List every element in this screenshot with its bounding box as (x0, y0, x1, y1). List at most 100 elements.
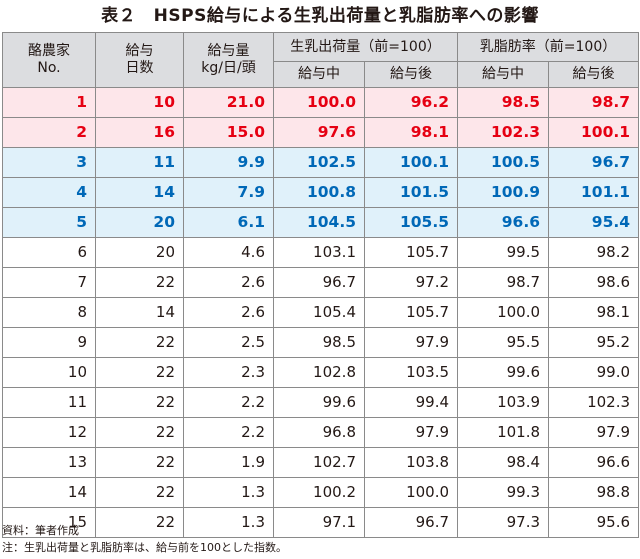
cell-amount: 2.6 (183, 267, 274, 298)
cell-no: 2 (2, 117, 96, 148)
cell-fat-after: 98.8 (548, 477, 640, 508)
cell-milk-during: 98.5 (273, 327, 365, 358)
cell-fat-during: 100.9 (457, 177, 550, 208)
header-feed-days-label: 給与 日数 (125, 43, 154, 76)
cell-amount: 2.5 (183, 327, 274, 358)
cell-milk-after: 105.7 (363, 297, 459, 328)
cell-fat-during: 99.3 (457, 477, 550, 508)
cell-amount: 1.9 (183, 447, 274, 478)
cell-fat-during: 96.6 (457, 207, 550, 238)
cell-milk-during: 100.0 (273, 87, 365, 118)
cell-amount: 2.2 (183, 417, 274, 448)
cell-milk-after: 101.5 (363, 177, 459, 208)
cell-fat-during: 100.0 (457, 297, 550, 328)
cell-amount: 9.9 (183, 147, 274, 178)
cell-amount: 2.2 (183, 387, 274, 418)
cell-fat-after: 98.6 (548, 267, 640, 298)
cell-fat-during: 95.5 (457, 327, 550, 358)
cell-fat-during: 102.3 (457, 117, 550, 148)
header-feed-amount-label: 給与量 kg/日/頭 (201, 43, 256, 76)
cell-no: 4 (2, 177, 96, 208)
cell-days: 22 (95, 477, 184, 508)
cell-milk-after: 97.2 (363, 267, 459, 298)
cell-milk-after: 100.0 (363, 477, 459, 508)
table-row: 7 22 2.6 96.7 97.2 98.7 98.6 (2, 267, 640, 298)
cell-days: 22 (95, 417, 184, 448)
table-row: 4 14 7.9 100.8 101.5 100.9 101.1 (2, 177, 640, 208)
cell-milk-during: 102.5 (273, 147, 365, 178)
table-row: 6 20 4.6 103.1 105.7 99.5 98.2 (2, 237, 640, 268)
cell-fat-during: 98.4 (457, 447, 550, 478)
table-row: 15 22 1.3 97.1 96.7 97.3 95.6 (2, 507, 640, 538)
cell-days: 22 (95, 387, 184, 418)
cell-amount: 1.3 (183, 507, 274, 538)
cell-milk-during: 100.2 (273, 477, 365, 508)
cell-days: 14 (95, 297, 184, 328)
header-farm-no: 酪農家 No. (2, 32, 96, 88)
cell-milk-during: 99.6 (273, 387, 365, 418)
cell-milk-during: 96.7 (273, 267, 365, 298)
cell-milk-during: 103.1 (273, 237, 365, 268)
cell-amount: 1.3 (183, 477, 274, 508)
cell-amount: 21.0 (183, 87, 274, 118)
cell-fat-after: 95.6 (548, 507, 640, 538)
cell-fat-during: 101.8 (457, 417, 550, 448)
cell-fat-after: 96.6 (548, 447, 640, 478)
table-row: 2 16 15.0 97.6 98.1 102.3 100.1 (2, 117, 640, 148)
cell-milk-during: 104.5 (273, 207, 365, 238)
source-note: 資料：筆者作成 (2, 524, 79, 537)
header-fat-during: 給与中 (457, 61, 550, 88)
cell-no: 10 (2, 357, 96, 388)
cell-fat-during: 97.3 (457, 507, 550, 538)
header-feed-days: 給与 日数 (95, 32, 184, 88)
table-row: 13 22 1.9 102.7 103.8 98.4 96.6 (2, 447, 640, 478)
cell-milk-during: 102.7 (273, 447, 365, 478)
cell-milk-during: 96.8 (273, 417, 365, 448)
cell-fat-after: 98.1 (548, 297, 640, 328)
cell-amount: 7.9 (183, 177, 274, 208)
cell-no: 1 (2, 87, 96, 118)
cell-fat-during: 98.7 (457, 267, 550, 298)
cell-milk-during: 105.4 (273, 297, 365, 328)
cell-days: 11 (95, 147, 184, 178)
table-row: 12 22 2.2 96.8 97.9 101.8 97.9 (2, 417, 640, 448)
table-title: 表２ HSPS給与による生乳出荷量と乳脂肪率への影響 (101, 6, 539, 26)
header-milk-during: 給与中 (273, 61, 365, 88)
cell-fat-during: 98.5 (457, 87, 550, 118)
cell-fat-after: 95.2 (548, 327, 640, 358)
cell-no: 6 (2, 237, 96, 268)
cell-fat-after: 95.4 (548, 207, 640, 238)
cell-milk-after: 105.7 (363, 237, 459, 268)
table-row: 3 11 9.9 102.5 100.1 100.5 96.7 (2, 147, 640, 178)
cell-days: 22 (95, 357, 184, 388)
cell-milk-after: 96.7 (363, 507, 459, 538)
cell-fat-after: 97.9 (548, 417, 640, 448)
cell-fat-after: 98.7 (548, 87, 640, 118)
cell-no: 7 (2, 267, 96, 298)
cell-milk-after: 103.8 (363, 447, 459, 478)
cell-milk-during: 100.8 (273, 177, 365, 208)
cell-fat-after: 99.0 (548, 357, 640, 388)
cell-no: 9 (2, 327, 96, 358)
cell-amount: 2.3 (183, 357, 274, 388)
header-milk-group: 生乳出荷量（前=100） (272, 32, 459, 62)
cell-no: 3 (2, 147, 96, 178)
table-row: 8 14 2.6 105.4 105.7 100.0 98.1 (2, 297, 640, 328)
cell-fat-after: 98.2 (548, 237, 640, 268)
header-farm-no-label: 酪農家 No. (28, 43, 70, 76)
cell-days: 10 (95, 87, 184, 118)
table-row: 10 22 2.3 102.8 103.5 99.6 99.0 (2, 357, 640, 388)
cell-milk-after: 97.9 (363, 327, 459, 358)
table-row: 5 20 6.1 104.5 105.5 96.6 95.4 (2, 207, 640, 238)
cell-days: 20 (95, 207, 184, 238)
cell-milk-after: 103.5 (363, 357, 459, 388)
cell-milk-after: 96.2 (363, 87, 459, 118)
cell-milk-during: 102.8 (273, 357, 365, 388)
cell-days: 22 (95, 267, 184, 298)
cell-fat-during: 99.5 (457, 237, 550, 268)
results-table: 酪農家 No. 給与 日数 給与量 kg/日/頭 生乳出荷量（前=100） 乳脂… (2, 32, 640, 538)
header-fat-group: 乳脂肪率（前=100） (457, 32, 640, 62)
cell-milk-after: 97.9 (363, 417, 459, 448)
header-feed-amount: 給与量 kg/日/頭 (183, 32, 274, 88)
header-milk-after: 給与後 (363, 61, 459, 88)
